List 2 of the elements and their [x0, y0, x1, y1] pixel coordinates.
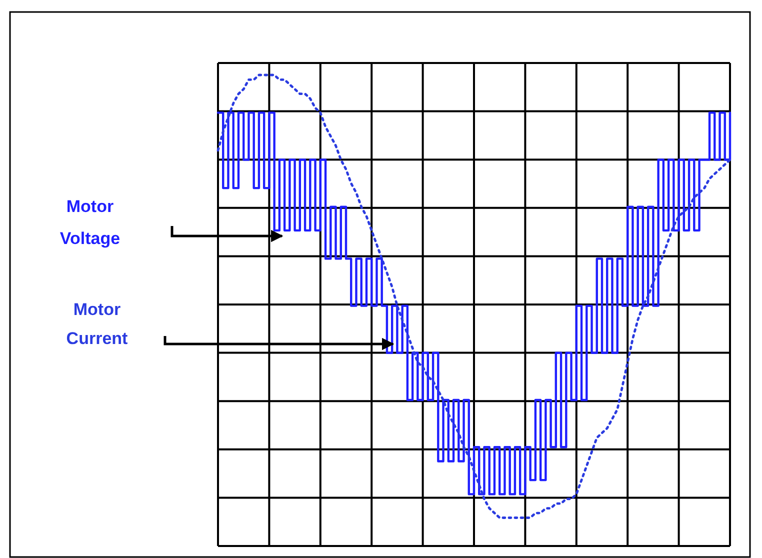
- text: Motor Current: [66, 300, 128, 348]
- text: Motor Voltage: [60, 197, 120, 248]
